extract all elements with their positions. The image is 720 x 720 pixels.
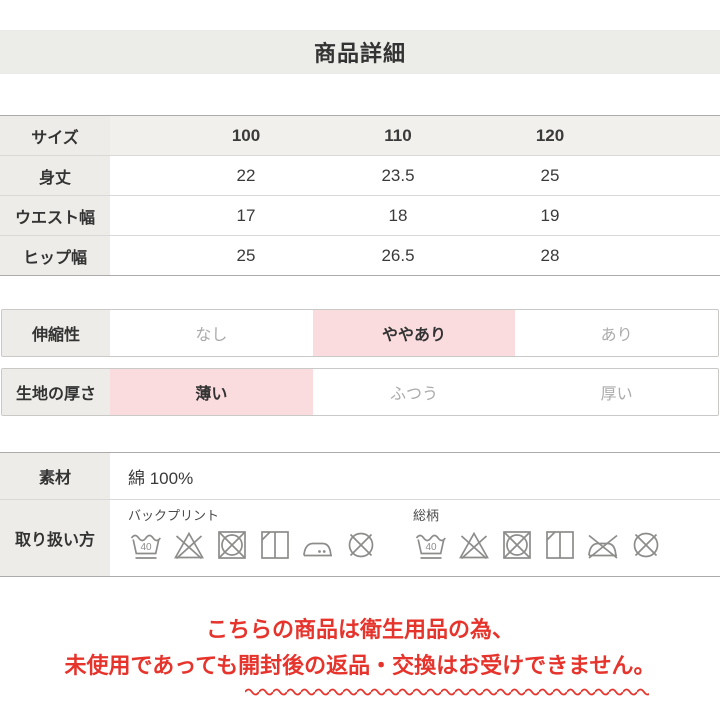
cell-value: 22 [236,165,256,185]
section-title-band: 商品詳細 [0,30,720,74]
cell-value: 25 [540,165,560,185]
care-group-backprint: バックプリント [128,505,379,563]
iron-medium-icon [300,527,336,563]
spacer [110,116,170,155]
row-label: ウエスト幅 [0,196,110,235]
line-dry-shade-icon [257,527,293,563]
stretch-attribute-row: 伸縮性 なし ややあり あり [1,309,719,357]
cell-value: 17 [236,205,256,225]
size-table-header-row: サイズ 100 110 120 [0,116,720,156]
option-normal: ふつう [389,386,438,403]
no-dry-clean-icon [343,527,379,563]
care-content: バックプリント 総柄 [110,500,720,576]
table-row: 身丈 22 23.5 25 [0,156,720,196]
option-thin-active: 薄い [110,369,313,415]
no-tumble-dry-icon [499,527,535,563]
wavy-underline [245,687,649,697]
cell-value: 25 [236,245,256,265]
spacer [626,196,720,235]
care-icon-row [413,527,664,563]
spacer [626,236,720,275]
no-bleach-icon [456,527,492,563]
table-row: ヒップ幅 25 26.5 28 [0,236,720,275]
spacer [110,236,170,275]
material-care-table: 素材 綿 100% 取り扱い方 バックプリント 総柄 [0,452,720,577]
care-caption: 総柄 [413,508,440,523]
material-value: 綿 100% [128,468,194,488]
no-dry-clean-icon [628,527,664,563]
no-tumble-dry-icon [214,527,250,563]
cell-value: 26.5 [381,245,415,265]
option-none: なし [195,327,228,344]
spacer [626,116,720,155]
material-row: 素材 綿 100% [0,453,720,500]
option-thick: 厚い [600,386,633,403]
page-title: 商品詳細 [313,41,406,66]
size-column-header: 110 [384,125,412,145]
cell-value: 28 [540,245,560,265]
line-dry-shade-icon [542,527,578,563]
thickness-attribute-row: 生地の厚さ 薄い ふつう 厚い [1,368,719,416]
option-slight-active: ややあり [312,310,516,356]
table-row: ウエスト幅 17 18 19 [0,196,720,236]
hygiene-return-notice: こちらの商品は衛生用品の為、 未使用であっても開封後の返品・交換はお受けできませ… [0,612,720,684]
care-label: 取り扱い方 [0,500,110,576]
care-group-allover-pattern: 総柄 [413,505,664,563]
no-bleach-icon [171,527,207,563]
spacer [110,196,170,235]
material-label: 素材 [0,453,110,499]
size-column-header: 100 [231,125,261,145]
care-caption: バックプリント [128,508,220,523]
size-table-header-label: サイズ [0,116,110,155]
wash-40-icon [128,527,164,563]
attribute-label: 生地の厚さ [2,369,110,415]
row-label: ヒップ幅 [0,236,110,275]
no-iron-icon [585,527,621,563]
cell-value: 18 [388,205,408,225]
attribute-label: 伸縮性 [2,310,110,356]
size-table: サイズ 100 110 120 身丈 22 23.5 25 ウエスト幅 17 1… [0,115,720,276]
cell-value: 19 [540,205,560,225]
care-row: 取り扱い方 バックプリント 総柄 [0,500,720,576]
notice-line-1: こちらの商品は衛生用品の為、 [205,617,514,642]
spacer [110,156,170,195]
wash-40-icon [413,527,449,563]
size-column-header: 120 [535,125,565,145]
row-label: 身丈 [0,156,110,195]
option-yes: あり [600,327,633,344]
cell-value: 23.5 [381,165,415,185]
notice-line-2: 未使用であっても開封後の返品・交換はお受けできません。 [64,653,656,678]
care-icon-row [128,527,379,563]
spacer [626,156,720,195]
